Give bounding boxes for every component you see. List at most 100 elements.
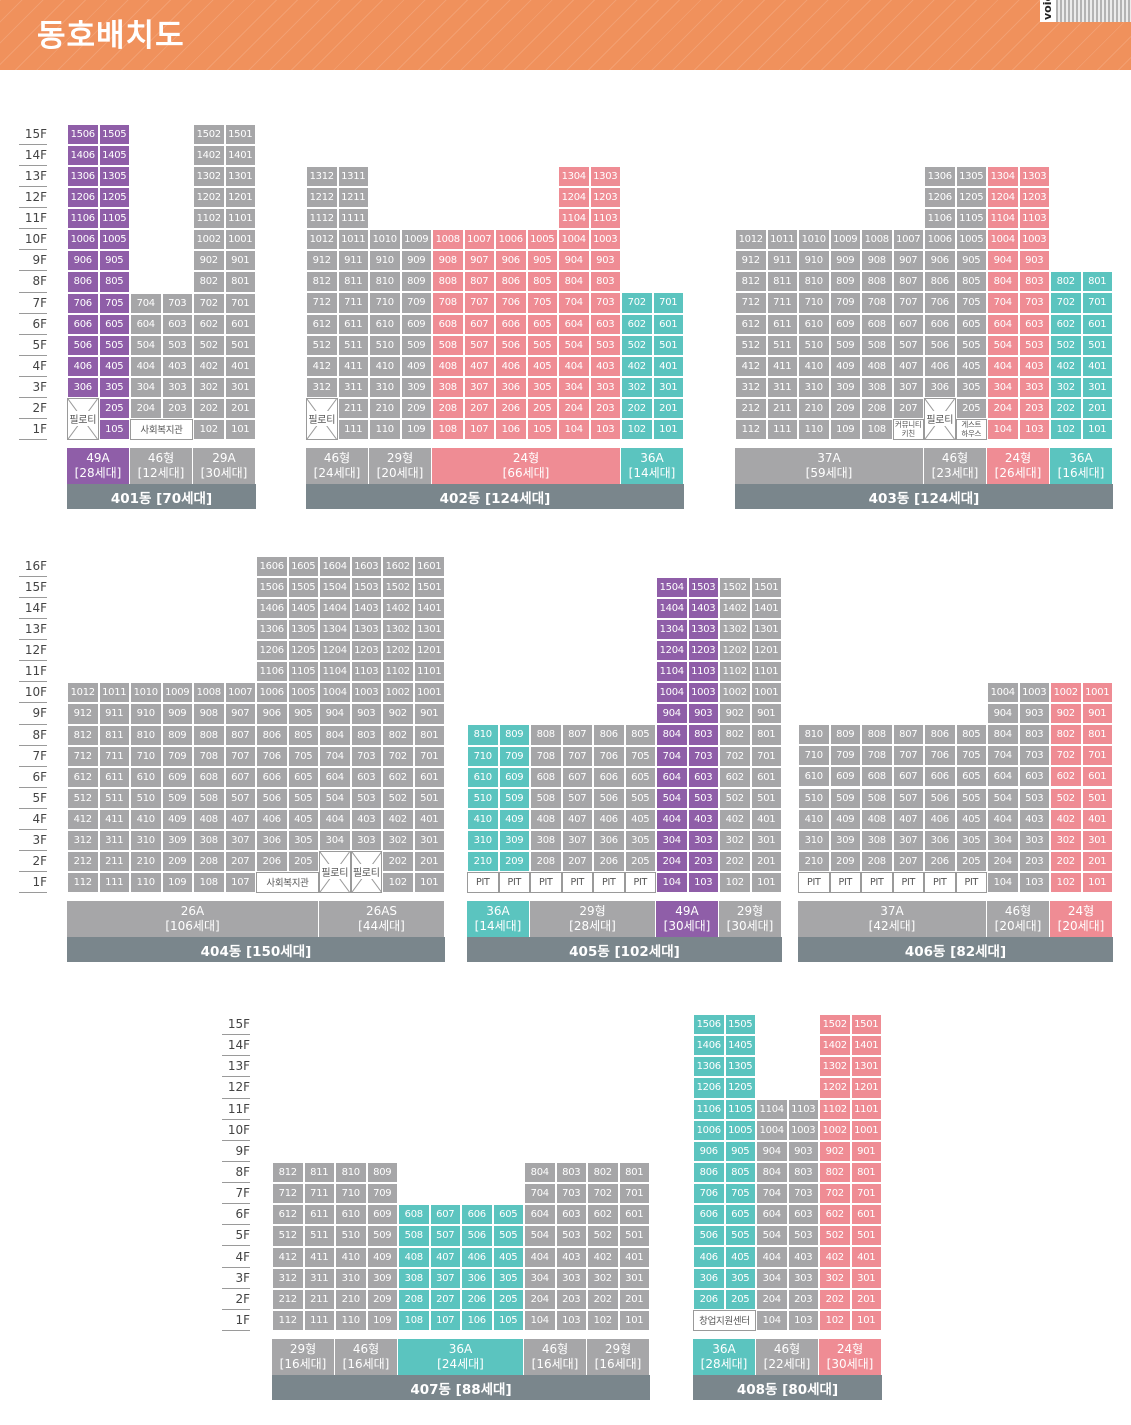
unit-cell[interactable]: 211 [337, 397, 369, 419]
unit-cell[interactable]: 210 [798, 397, 830, 419]
unit-cell[interactable]: 209 [366, 1288, 398, 1310]
unit-cell[interactable]: 503 [687, 787, 719, 809]
unit-cell[interactable]: 101 [652, 418, 684, 440]
unit-cell[interactable]: 702 [819, 1183, 851, 1205]
unit-cell[interactable]: 810 [798, 271, 830, 293]
unit-cell[interactable]: 501 [224, 334, 256, 356]
unit-cell[interactable]: 403 [1018, 808, 1050, 830]
unit-cell[interactable]: 910 [369, 250, 401, 272]
unit-cell[interactable]: 109 [829, 418, 861, 440]
unit-cell[interactable]: 305 [955, 376, 987, 398]
unit-cell[interactable]: 709 [829, 292, 861, 314]
unit-cell[interactable]: 1303 [1018, 166, 1050, 188]
unit-cell[interactable]: 104 [987, 418, 1019, 440]
unit-cell[interactable]: 801 [750, 724, 782, 746]
unit-cell[interactable]: 712 [272, 1183, 304, 1205]
unit-cell[interactable]: 412 [272, 1246, 304, 1268]
unit-cell[interactable]: 408 [398, 1246, 430, 1268]
unit-cell[interactable]: 408 [861, 355, 893, 377]
unit-cell[interactable]: 707 [892, 745, 924, 767]
unit-cell[interactable]: 1106 [256, 661, 288, 683]
unit-cell[interactable]: 904 [987, 250, 1019, 272]
unit-cell[interactable]: 506 [461, 1225, 493, 1247]
unit-cell[interactable]: 401 [1081, 808, 1113, 830]
unit-cell[interactable]: 209 [829, 850, 861, 872]
unit-cell[interactable]: 901 [750, 703, 782, 725]
unit-cell[interactable]: 308 [432, 376, 464, 398]
unit-cell[interactable]: 1009 [400, 229, 432, 251]
unit-cell[interactable]: 305 [724, 1267, 756, 1289]
unit-cell[interactable]: 705 [287, 745, 319, 767]
unit-cell[interactable]: 605 [955, 766, 987, 788]
unit-cell[interactable]: 1007 [463, 229, 495, 251]
unit-cell[interactable]: 601 [850, 1204, 882, 1226]
unit-cell[interactable]: 805 [624, 724, 656, 746]
unit-cell[interactable]: 1304 [558, 166, 590, 188]
unit-cell[interactable]: 504 [524, 1225, 556, 1247]
unit-cell[interactable]: 608 [861, 313, 893, 335]
unit-cell[interactable]: 909 [829, 250, 861, 272]
unit-cell[interactable]: 602 [719, 766, 751, 788]
unit-cell[interactable]: 1404 [319, 598, 351, 620]
unit-cell[interactable]: 911 [337, 250, 369, 272]
unit-cell[interactable]: 712 [735, 292, 767, 314]
unit-cell[interactable]: 804 [987, 724, 1019, 746]
unit-cell[interactable]: 1311 [337, 166, 369, 188]
unit-cell[interactable]: 510 [130, 787, 162, 809]
unit-cell[interactable]: 204 [524, 1288, 556, 1310]
unit-cell[interactable]: 1205 [724, 1077, 756, 1099]
unit-cell[interactable]: 1303 [350, 619, 382, 641]
unit-cell[interactable]: 802 [587, 1162, 619, 1184]
unit-cell[interactable]: 605 [724, 1204, 756, 1226]
unit-cell[interactable]: 408 [432, 355, 464, 377]
unit-cell[interactable]: 401 [413, 808, 445, 830]
unit-cell[interactable]: 104 [524, 1309, 556, 1331]
unit-cell[interactable]: 101 [1081, 871, 1113, 893]
unit-cell[interactable]: 308 [861, 829, 893, 851]
unit-cell[interactable]: 806 [67, 271, 99, 293]
unit-cell[interactable]: 506 [924, 334, 956, 356]
unit-cell[interactable]: 704 [319, 745, 351, 767]
unit-cell[interactable]: 305 [287, 829, 319, 851]
unit-cell[interactable]: 208 [193, 850, 225, 872]
unit-cell[interactable]: 104 [558, 418, 590, 440]
unit-cell[interactable]: 308 [530, 829, 562, 851]
unit-cell[interactable]: 1202 [193, 187, 225, 209]
unit-cell[interactable]: 302 [819, 1267, 851, 1289]
unit-cell[interactable]: 1001 [750, 682, 782, 704]
unit-cell[interactable]: 1003 [1018, 229, 1050, 251]
unit-cell[interactable]: 1405 [724, 1035, 756, 1057]
unit-cell[interactable]: 410 [798, 355, 830, 377]
unit-cell[interactable]: 808 [530, 724, 562, 746]
unit-cell[interactable]: 507 [892, 787, 924, 809]
unit-cell[interactable]: 604 [130, 313, 162, 335]
unit-cell[interactable]: 1006 [924, 229, 956, 251]
unit-cell[interactable]: 1304 [656, 619, 688, 641]
unit-cell[interactable]: 312 [272, 1267, 304, 1289]
unit-cell[interactable]: 709 [829, 745, 861, 767]
unit-cell[interactable]: 407 [892, 355, 924, 377]
unit-cell[interactable]: 602 [1050, 766, 1082, 788]
unit-cell[interactable]: 410 [798, 808, 830, 830]
unit-cell[interactable]: 601 [1081, 766, 1113, 788]
unit-cell[interactable]: 803 [787, 1161, 819, 1184]
unit-cell[interactable]: 1203 [350, 640, 382, 662]
unit-cell[interactable]: 808 [861, 724, 893, 746]
unit-cell[interactable]: 101 [618, 1309, 650, 1331]
unit-cell[interactable]: 110 [798, 418, 830, 440]
unit-cell[interactable]: 111 [337, 418, 369, 440]
unit-cell[interactable]: 210 [467, 850, 499, 872]
unit-cell[interactable]: 403 [787, 1246, 819, 1268]
unit-cell[interactable]: 803 [1018, 724, 1050, 746]
unit-cell[interactable]: 1010 [130, 682, 162, 704]
unit-cell[interactable]: 1001 [850, 1119, 882, 1141]
unit-cell[interactable]: 1103 [787, 1098, 819, 1120]
unit-cell[interactable]: 509 [498, 787, 530, 809]
unit-cell[interactable]: 201 [652, 397, 684, 419]
unit-cell[interactable]: 301 [1081, 376, 1113, 398]
unit-cell[interactable]: 1101 [850, 1098, 882, 1120]
unit-cell[interactable]: 802 [719, 724, 751, 746]
unit-cell[interactable]: 606 [256, 766, 288, 788]
unit-cell[interactable]: 703 [350, 745, 382, 767]
unit-cell[interactable]: 810 [369, 271, 401, 293]
